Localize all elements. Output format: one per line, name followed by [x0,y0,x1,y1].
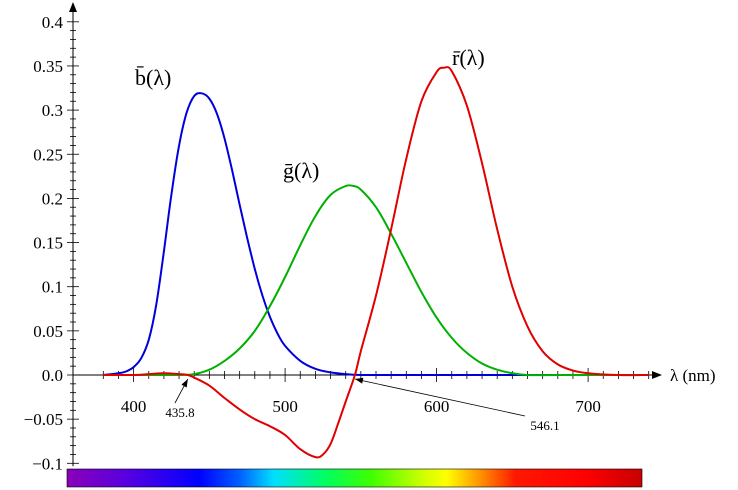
labels: 0.4 0.35 0.3 0.25 0.2 0.15 0.1 0.05 0.0 −0.05 −0.1… [24,13,716,473]
callout-arrow-1 [354,378,526,417]
curves [103,66,649,459]
y-tick-label: 0.2 [42,189,63,208]
series-label-g: ḡ(λ) [283,158,319,183]
callout-label-0: 435.8 [165,405,194,420]
series-label-b: b̄(λ) [135,65,171,90]
y-tick-label: 0.3 [42,101,63,120]
y-tick-label: −0.1 [32,454,63,473]
y-axis-arrow [69,2,77,12]
y-tick-label: −0.05 [24,410,63,429]
series-label-r: r̄(λ) [452,45,485,70]
y-tick-label: 0.4 [42,13,64,32]
callout-arrowhead-0 [181,379,188,388]
y-tick-label: 0.05 [33,322,63,341]
callout-arrowhead-1 [354,377,364,384]
y-tick-label: 0.15 [33,234,63,253]
spectrum-bar [66,468,643,488]
y-tick-label: 0.25 [33,145,63,164]
series-line-b [103,92,649,377]
x-tick-label: 700 [575,397,601,416]
x-axis-arrow [652,371,662,379]
x-tick-label: 600 [424,397,450,416]
y-tick-label: 0.35 [33,57,63,76]
y-tick-label: 0.0 [42,366,63,385]
x-tick-label: 500 [272,397,298,416]
x-axis-label: λ (nm) [670,366,716,385]
series-line-r [103,66,649,459]
callout-label-1: 546.1 [530,418,559,433]
x-tick-label: 400 [121,397,147,416]
y-tick-label: 0.1 [42,278,63,297]
series-line-g [103,184,649,377]
